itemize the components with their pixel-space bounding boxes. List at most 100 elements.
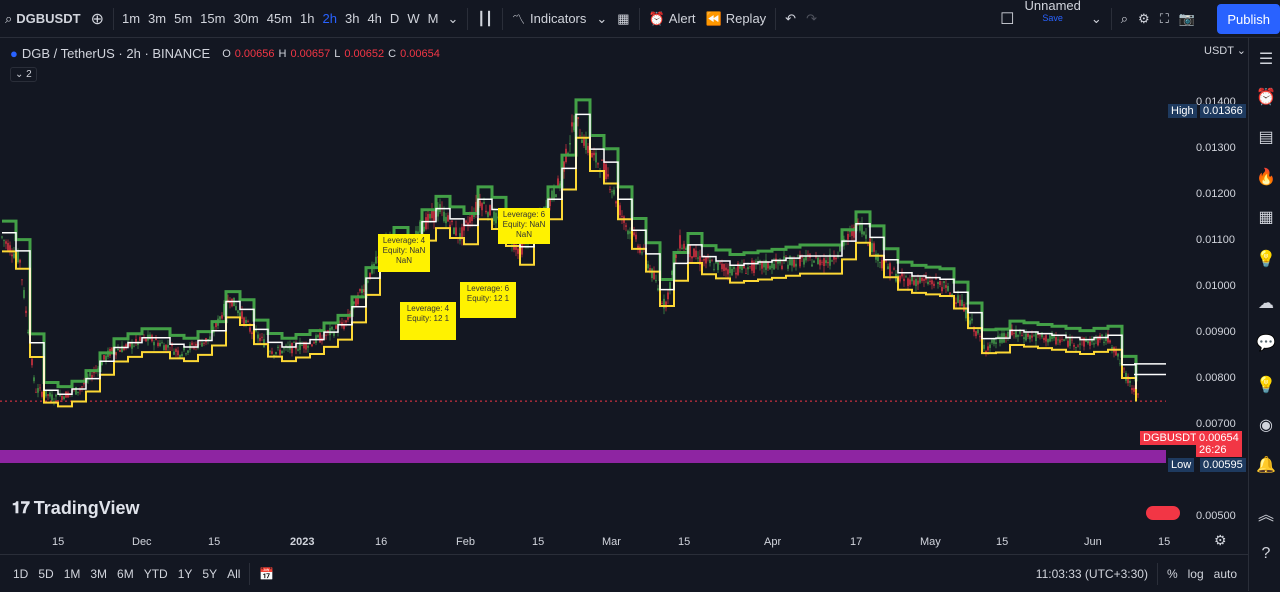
candle-body: [1015, 329, 1017, 338]
range-5D[interactable]: 5D: [38, 566, 54, 581]
candle-body: [781, 265, 783, 269]
indicator-collapse-button[interactable]: ⌄ 2: [10, 67, 37, 82]
alert-button[interactable]: ⏰ Alert: [648, 10, 696, 27]
interval-15m[interactable]: 15m: [200, 11, 226, 26]
interval-M[interactable]: M: [427, 11, 439, 26]
interval-D[interactable]: D: [389, 11, 400, 26]
candle-body: [907, 278, 909, 287]
interval-1h[interactable]: 1h: [300, 11, 315, 26]
redo-button[interactable]: ↷: [801, 0, 822, 38]
currency-selector[interactable]: USDT ⌄: [1204, 45, 1247, 57]
candle-body: [1035, 332, 1037, 342]
ideas-icon[interactable]: 💡: [1256, 251, 1276, 268]
candle-body: [551, 190, 553, 200]
time-label: 15: [996, 536, 1009, 548]
candle-body: [801, 257, 803, 258]
range-YTD[interactable]: YTD: [143, 566, 168, 581]
fullscreen-button[interactable]: ⛶: [1155, 0, 1174, 38]
chat-icon[interactable]: 💬: [1256, 335, 1276, 352]
range-5Y[interactable]: 5Y: [202, 566, 218, 581]
gear-icon: ⚙: [1138, 10, 1150, 26]
candle-body: [899, 275, 901, 282]
interval-4h[interactable]: 4h: [367, 11, 382, 26]
candle-body: [81, 386, 83, 388]
symbol-search[interactable]: ⌕ DGBUSDT: [5, 10, 81, 27]
interval-1m[interactable]: 1m: [121, 11, 141, 26]
candle-body: [691, 256, 693, 259]
price-axis[interactable]: USDT ⌄ 0.01400 0.01300 0.01200 0.01100 0.010…: [1140, 38, 1248, 548]
quick-search-button[interactable]: ⌕: [1116, 0, 1133, 38]
candle-body: [641, 252, 643, 254]
clock[interactable]: 11:03:33 (UTC+3:30): [1035, 566, 1148, 581]
flag-badge[interactable]: [1146, 506, 1180, 520]
interval-30m[interactable]: 30m: [233, 11, 259, 26]
layout-dropdown[interactable]: ⌄: [1086, 0, 1107, 38]
price-tick: 0.00900: [1196, 326, 1236, 338]
price-tick: 0.01300: [1196, 142, 1236, 154]
chart-type-button[interactable]: ┃┃: [472, 0, 498, 38]
compare-button[interactable]: ⊕: [86, 0, 109, 38]
interval-5m[interactable]: 5m: [174, 11, 193, 26]
strategy-note: Leverage: 4 Equity: 12 1: [400, 302, 456, 340]
range-1M[interactable]: 1M: [63, 566, 81, 581]
layout-name-button[interactable]: Unnamed Save: [1024, 0, 1081, 23]
interval-W[interactable]: W: [407, 11, 420, 26]
layout-checkbox[interactable]: ☐: [995, 0, 1019, 38]
percent-toggle[interactable]: %: [1166, 566, 1178, 581]
candle-body: [493, 211, 495, 222]
hotlists-icon[interactable]: 🔥: [1256, 169, 1276, 186]
candle-body: [485, 210, 487, 213]
candle-body: [1085, 338, 1087, 342]
candle-body: [177, 350, 179, 356]
auto-toggle[interactable]: auto: [1213, 566, 1237, 581]
indicators-button[interactable]: 〽 Indicators ⌄: [512, 10, 608, 28]
candle-body: [103, 355, 105, 360]
candle-body: [207, 338, 209, 341]
help-icon[interactable]: ?: [1261, 545, 1271, 562]
candle-body: [721, 263, 723, 270]
chart-canvas[interactable]: [0, 38, 1248, 554]
broadcast-icon[interactable]: ◉: [1259, 417, 1273, 434]
streams-icon[interactable]: ☁: [1258, 295, 1274, 312]
alerts-icon[interactable]: ⏰: [1256, 89, 1276, 106]
interval-3h[interactable]: 3h: [344, 11, 360, 26]
snapshot-button[interactable]: 📷: [1174, 0, 1200, 38]
candle-body: [261, 336, 263, 338]
range-3M[interactable]: 3M: [90, 566, 108, 581]
candle-body: [511, 244, 513, 246]
candle-body: [443, 211, 445, 222]
watchlist-icon[interactable]: ☰: [1258, 51, 1274, 68]
candle-body: [735, 272, 737, 275]
candle-body: [637, 245, 639, 250]
templates-button[interactable]: ▦: [612, 0, 634, 38]
replay-button[interactable]: ⏪ Replay: [705, 10, 767, 27]
candle-body: [251, 332, 253, 335]
axis-settings-icon[interactable]: ⚙: [1214, 532, 1227, 548]
log-toggle[interactable]: log: [1187, 566, 1204, 581]
calendar-icon[interactable]: ▦: [1258, 209, 1274, 226]
data-window-icon[interactable]: ▤: [1258, 129, 1274, 146]
date-range-button[interactable]: 📅: [254, 567, 279, 581]
candle-body: [17, 251, 19, 263]
range-6M[interactable]: 6M: [117, 566, 134, 581]
range-1Y[interactable]: 1Y: [177, 566, 193, 581]
candle-body: [241, 311, 243, 319]
range-All[interactable]: All: [227, 566, 241, 581]
collapse-icon[interactable]: ︽: [1257, 507, 1274, 524]
candle-body: [1059, 339, 1061, 343]
notifications-icon[interactable]: 🔔: [1256, 457, 1276, 474]
interval-dropdown[interactable]: ⌄: [442, 0, 463, 38]
undo-button[interactable]: ↶: [780, 0, 801, 38]
interval-3m[interactable]: 3m: [148, 11, 167, 26]
settings-button[interactable]: ⚙: [1133, 0, 1155, 38]
candle-body: [655, 280, 657, 282]
time-axis[interactable]: 15 Dec 15 2023 16 Feb 15 Mar 15 Apr 17 May 15 Jun 15: [0, 530, 1248, 552]
interval-2h[interactable]: 2h: [322, 11, 337, 26]
candle-body: [865, 234, 867, 239]
publish-button[interactable]: Publish: [1217, 4, 1280, 34]
tips-icon[interactable]: 💡: [1256, 377, 1276, 394]
range-1D[interactable]: 1D: [13, 566, 29, 581]
candle-body: [137, 341, 139, 346]
candle-body: [489, 205, 491, 216]
interval-45m[interactable]: 45m: [266, 11, 293, 26]
